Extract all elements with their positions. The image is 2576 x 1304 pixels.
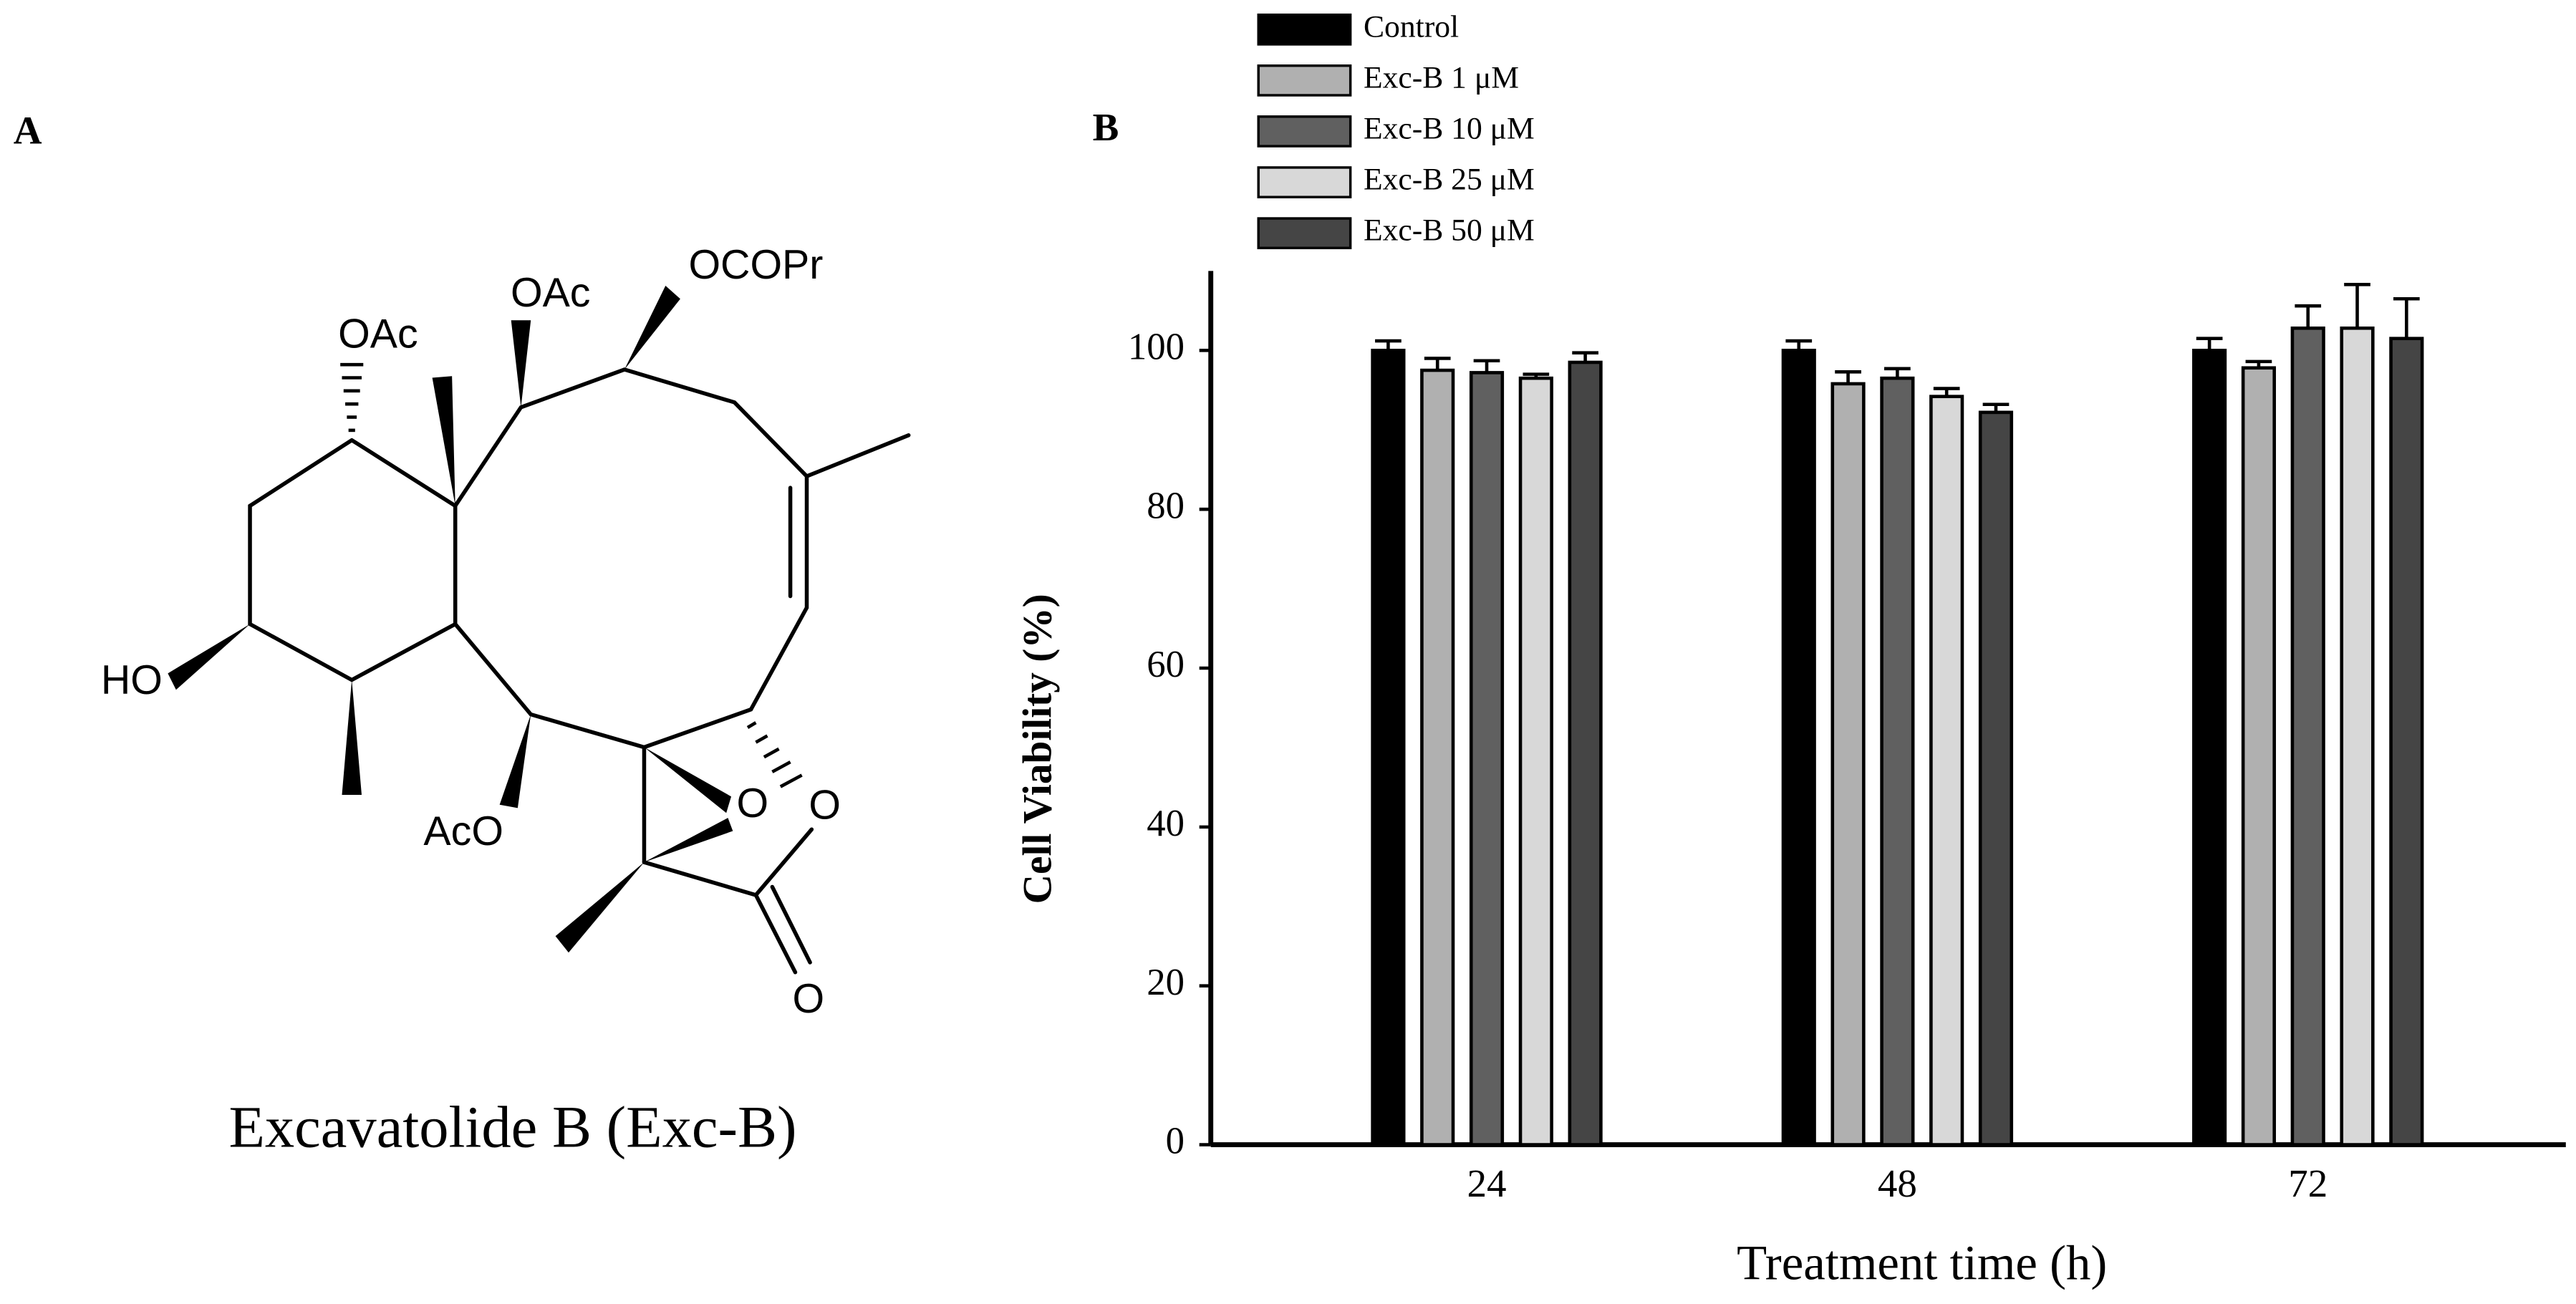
legend-swatch <box>1257 13 1352 46</box>
x-axis-title: Treatment time (h) <box>1737 1235 2107 1290</box>
y-axis-title: Cell Viability (%) <box>1016 594 1061 904</box>
y-tick-label: 60 <box>1147 644 1185 685</box>
panel-label: A <box>14 109 42 153</box>
bar <box>2340 326 2375 1146</box>
wedge-bond <box>624 286 680 370</box>
wedge-bond <box>511 320 531 407</box>
bar <box>1469 371 1505 1146</box>
y-tick-label: 40 <box>1147 803 1185 844</box>
double-bond <box>770 884 812 965</box>
bar <box>1371 349 1406 1146</box>
atom-label: O <box>809 783 841 829</box>
bar <box>1518 376 1553 1146</box>
x-tick-label: 48 <box>1878 1161 1917 1205</box>
bond <box>453 367 809 750</box>
atom-label: OAc <box>511 270 591 316</box>
wedge-bond <box>342 680 362 796</box>
wedge-bond <box>644 818 733 863</box>
bar <box>1978 410 2014 1146</box>
legend-label: Exc-B 50 μM <box>1364 213 1535 248</box>
panel-label: B <box>1093 105 1119 149</box>
wedge-bond <box>499 714 531 808</box>
wedge-bond <box>432 376 455 506</box>
y-tick-label: 20 <box>1147 962 1185 1003</box>
legend-swatch <box>1257 64 1352 97</box>
y-tick-label: 80 <box>1147 485 1185 526</box>
bond <box>753 893 798 975</box>
legend-label: Control <box>1364 9 1459 44</box>
bar <box>1830 382 1866 1146</box>
y-tick-label: 100 <box>1128 326 1185 367</box>
bar <box>2241 366 2277 1146</box>
atom-label: HO <box>101 657 163 703</box>
bond <box>753 827 814 897</box>
legend-swatch <box>1257 115 1352 148</box>
structure: OAc OAc OCOPr HO AcO O <box>101 242 911 1022</box>
x-tick-label: 72 <box>2288 1161 2327 1205</box>
x-tick-label: 24 <box>1467 1161 1506 1205</box>
bar <box>2389 337 2424 1146</box>
panel-b: B Treatment time (h) Cell Viability (%) … <box>1016 9 2566 1290</box>
bar <box>1781 349 1816 1146</box>
atom-label: OAc <box>338 311 418 357</box>
hash-bond <box>340 362 364 433</box>
bond <box>804 433 911 478</box>
caption: Excavatolide B (Exc-B) <box>228 1093 796 1159</box>
y-tick-label: 0 <box>1166 1121 1185 1162</box>
bond <box>642 860 758 897</box>
wedge-bond <box>168 624 251 690</box>
atom-label: O <box>737 781 769 826</box>
atom-label: AcO <box>423 808 503 854</box>
legend-label: Exc-B 10 μM <box>1364 111 1535 145</box>
legend-swatch <box>1257 166 1352 198</box>
hash-bond <box>746 721 803 788</box>
atom-label: OCOPr <box>688 242 823 288</box>
bar <box>1880 376 1915 1146</box>
wedge-bond <box>644 747 732 813</box>
atom-label: O <box>793 976 825 1022</box>
legend-swatch <box>1257 217 1352 250</box>
bar <box>1568 360 1603 1146</box>
bar <box>1929 395 1964 1146</box>
legend-label: Exc-B 1 μM <box>1364 60 1519 95</box>
bar <box>2290 326 2325 1146</box>
bar <box>1420 368 1455 1146</box>
bar <box>2192 349 2227 1146</box>
wedge-bond <box>555 862 645 953</box>
legend-label: Exc-B 25 μM <box>1364 163 1535 197</box>
panel-a: A OAc OAc OCOPr HO <box>14 109 911 1159</box>
